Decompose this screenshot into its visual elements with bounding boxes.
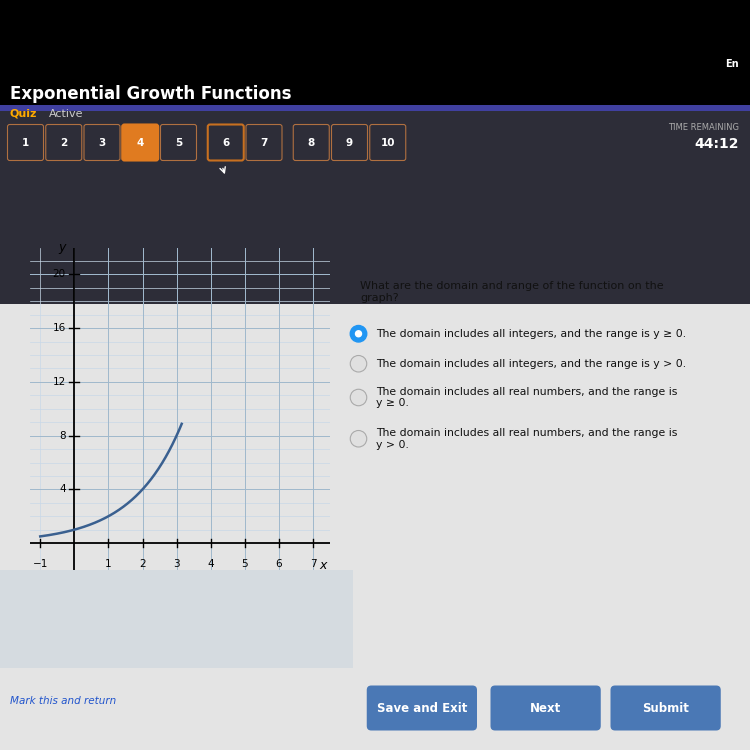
- Text: 4: 4: [207, 560, 214, 569]
- Text: The domain includes all real numbers, and the range is
y > 0.: The domain includes all real numbers, an…: [376, 428, 678, 449]
- FancyBboxPatch shape: [8, 124, 44, 160]
- Text: Quiz: Quiz: [10, 109, 37, 119]
- FancyBboxPatch shape: [367, 686, 477, 730]
- Text: Save and Exit: Save and Exit: [376, 701, 467, 715]
- Text: 7: 7: [260, 137, 268, 148]
- FancyBboxPatch shape: [46, 124, 82, 160]
- Text: 1: 1: [22, 137, 29, 148]
- FancyBboxPatch shape: [332, 124, 368, 160]
- FancyBboxPatch shape: [160, 124, 196, 160]
- Text: 44:12: 44:12: [694, 137, 739, 151]
- Text: 3: 3: [173, 560, 180, 569]
- Text: What are the domain and range of the function on the
graph?: What are the domain and range of the fun…: [360, 281, 664, 303]
- Circle shape: [356, 331, 362, 337]
- Text: 9: 9: [346, 137, 353, 148]
- Text: 1: 1: [105, 560, 112, 569]
- Text: 16: 16: [53, 323, 66, 333]
- Text: Active: Active: [49, 109, 83, 119]
- FancyBboxPatch shape: [122, 124, 158, 160]
- Text: 6: 6: [275, 560, 282, 569]
- FancyBboxPatch shape: [0, 570, 352, 668]
- Text: 20: 20: [53, 269, 66, 280]
- Circle shape: [350, 389, 367, 406]
- Circle shape: [350, 356, 367, 372]
- FancyBboxPatch shape: [610, 686, 721, 730]
- FancyBboxPatch shape: [84, 124, 120, 160]
- Text: 5: 5: [175, 137, 182, 148]
- FancyBboxPatch shape: [490, 686, 601, 730]
- Text: Next: Next: [530, 701, 561, 715]
- FancyBboxPatch shape: [208, 124, 244, 160]
- Text: Submit: Submit: [642, 701, 689, 715]
- FancyBboxPatch shape: [0, 105, 750, 111]
- Text: En: En: [725, 58, 739, 69]
- Text: 8: 8: [308, 137, 315, 148]
- Text: 6: 6: [222, 137, 230, 148]
- Text: Mark this and return: Mark this and return: [10, 696, 116, 706]
- Text: 2: 2: [140, 560, 146, 569]
- FancyBboxPatch shape: [293, 124, 329, 160]
- Text: 12: 12: [53, 377, 66, 387]
- FancyBboxPatch shape: [246, 124, 282, 160]
- Text: x: x: [320, 560, 327, 572]
- Text: 10: 10: [380, 137, 395, 148]
- Text: 4: 4: [136, 137, 144, 148]
- Text: 3: 3: [98, 137, 106, 148]
- Text: y: y: [58, 241, 66, 254]
- Text: Exponential Growth Functions: Exponential Growth Functions: [10, 85, 291, 103]
- FancyBboxPatch shape: [0, 304, 750, 750]
- FancyBboxPatch shape: [0, 105, 750, 304]
- Text: The domain includes all integers, and the range is y ≥ 0.: The domain includes all integers, and th…: [376, 328, 687, 339]
- Text: 4: 4: [59, 484, 66, 494]
- Text: 2: 2: [60, 137, 68, 148]
- Text: 5: 5: [242, 560, 248, 569]
- Text: The domain includes all real numbers, and the range is
y ≥ 0.: The domain includes all real numbers, an…: [376, 387, 678, 408]
- Text: TIME REMAINING: TIME REMAINING: [668, 123, 739, 132]
- Circle shape: [350, 430, 367, 447]
- Circle shape: [350, 326, 367, 342]
- FancyBboxPatch shape: [370, 124, 406, 160]
- Text: 8: 8: [59, 430, 66, 441]
- Text: −1: −1: [32, 560, 48, 569]
- Text: The domain includes all integers, and the range is y > 0.: The domain includes all integers, and th…: [376, 358, 687, 369]
- Text: 7: 7: [310, 560, 316, 569]
